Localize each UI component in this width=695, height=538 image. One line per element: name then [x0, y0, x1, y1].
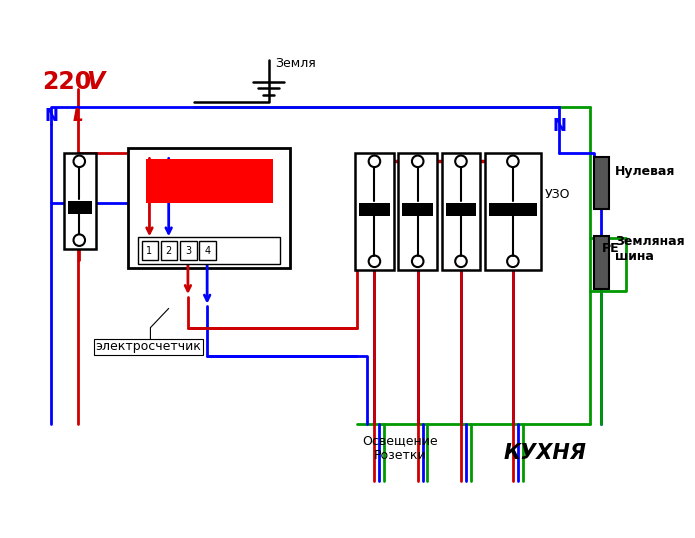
- Bar: [402, 203, 433, 216]
- Text: N: N: [552, 117, 566, 134]
- Bar: [485, 153, 541, 270]
- Circle shape: [74, 155, 85, 167]
- Circle shape: [455, 155, 467, 167]
- Circle shape: [507, 256, 518, 267]
- Bar: [64, 153, 96, 249]
- Text: V: V: [86, 70, 104, 95]
- Text: Освещение
Розетки: Освещение Розетки: [363, 434, 439, 462]
- Text: 4: 4: [204, 246, 210, 256]
- Bar: [138, 237, 280, 264]
- Bar: [142, 241, 158, 260]
- Circle shape: [507, 155, 518, 167]
- Text: N: N: [44, 107, 58, 125]
- Bar: [146, 159, 272, 203]
- Bar: [67, 201, 92, 214]
- Text: электросчетчик: электросчетчик: [96, 341, 202, 353]
- Circle shape: [455, 256, 467, 267]
- Bar: [359, 203, 390, 216]
- Text: 220: 220: [42, 70, 91, 95]
- Text: PE: PE: [603, 242, 620, 256]
- Circle shape: [368, 256, 380, 267]
- Bar: [594, 157, 609, 209]
- Bar: [489, 203, 537, 216]
- Text: L: L: [73, 107, 83, 125]
- Text: Земля: Земля: [275, 56, 316, 70]
- Circle shape: [412, 155, 423, 167]
- Bar: [129, 148, 290, 268]
- Circle shape: [368, 155, 380, 167]
- Text: Земляная
шина: Земляная шина: [615, 235, 685, 263]
- Text: Нулевая: Нулевая: [615, 165, 675, 179]
- Text: 1: 1: [147, 246, 152, 256]
- Text: КУХНЯ: КУХНЯ: [503, 443, 586, 463]
- Bar: [355, 153, 393, 270]
- Bar: [442, 153, 480, 270]
- Bar: [445, 203, 476, 216]
- Circle shape: [74, 235, 85, 246]
- Bar: [161, 241, 177, 260]
- Bar: [199, 241, 216, 260]
- Bar: [180, 241, 197, 260]
- Circle shape: [412, 256, 423, 267]
- Bar: [594, 236, 609, 289]
- Text: 3: 3: [185, 246, 191, 256]
- Text: УЗО: УЗО: [545, 188, 570, 201]
- Bar: [398, 153, 437, 270]
- Text: 2: 2: [165, 246, 172, 256]
